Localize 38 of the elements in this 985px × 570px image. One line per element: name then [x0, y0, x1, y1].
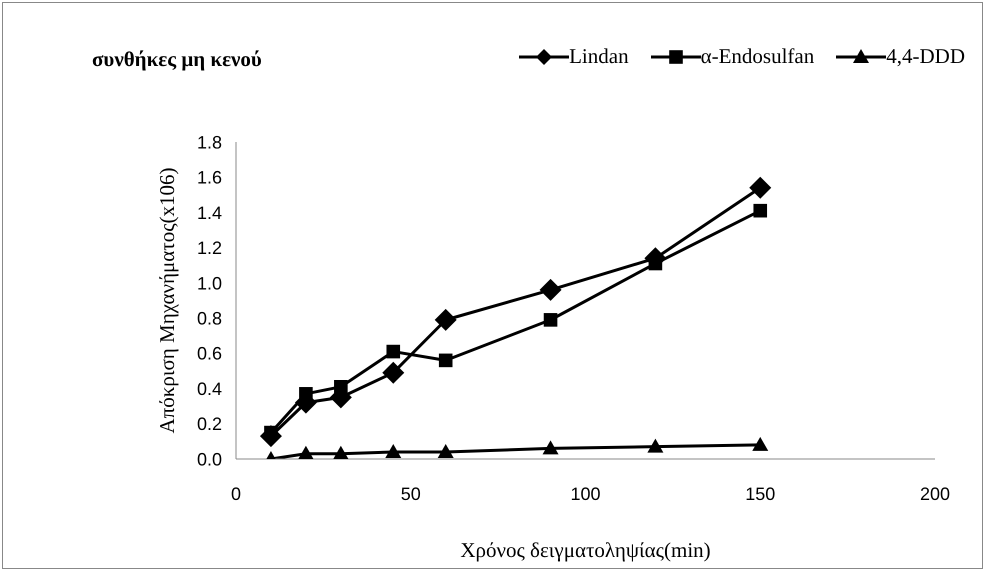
y-tick-label: 0.6 [196, 344, 222, 364]
chart-title: συνθήκες μη κενού [92, 47, 262, 72]
y-tick-label: 1.2 [196, 238, 222, 258]
y-tick-label: 0.8 [196, 308, 222, 328]
x-tick-label: 0 [230, 484, 242, 504]
point [386, 344, 400, 358]
y-axis-title: Απόκριση Μηχανήματος(x106) [155, 167, 179, 434]
legend-label: 4,4-DDD [886, 44, 965, 69]
y-tick-label: 0.4 [196, 378, 222, 399]
y-tick-label: 0.0 [196, 449, 222, 470]
point [334, 380, 348, 394]
y-tick-label: 0.2 [196, 414, 222, 434]
x-tick-label: 100 [570, 484, 601, 504]
point [752, 436, 768, 451]
point [438, 444, 454, 458]
point [540, 278, 562, 301]
point [647, 438, 664, 453]
point [544, 313, 558, 327]
point [299, 387, 313, 401]
legend-label: Lindan [569, 44, 629, 69]
y-tick-label: 1.4 [196, 202, 222, 223]
point [749, 176, 772, 199]
point [382, 362, 404, 384]
y-tick-label: 1.0 [196, 273, 222, 294]
x-tick-label: 150 [745, 484, 776, 504]
y-tick-label: 1.8 [196, 132, 222, 152]
x-tick-label: 200 [920, 484, 950, 504]
x-tick-label: 50 [400, 484, 421, 504]
point [298, 446, 314, 459]
point [385, 444, 402, 458]
point [434, 308, 457, 331]
x-axis-title: Χρόνος δειγματοληψίας(min) [460, 538, 711, 562]
point [332, 446, 349, 459]
point [753, 204, 768, 218]
y-tick-label: 1.6 [196, 168, 222, 188]
legend-label: α-Endosulfan [700, 44, 814, 69]
point [438, 354, 452, 368]
point [542, 440, 559, 454]
